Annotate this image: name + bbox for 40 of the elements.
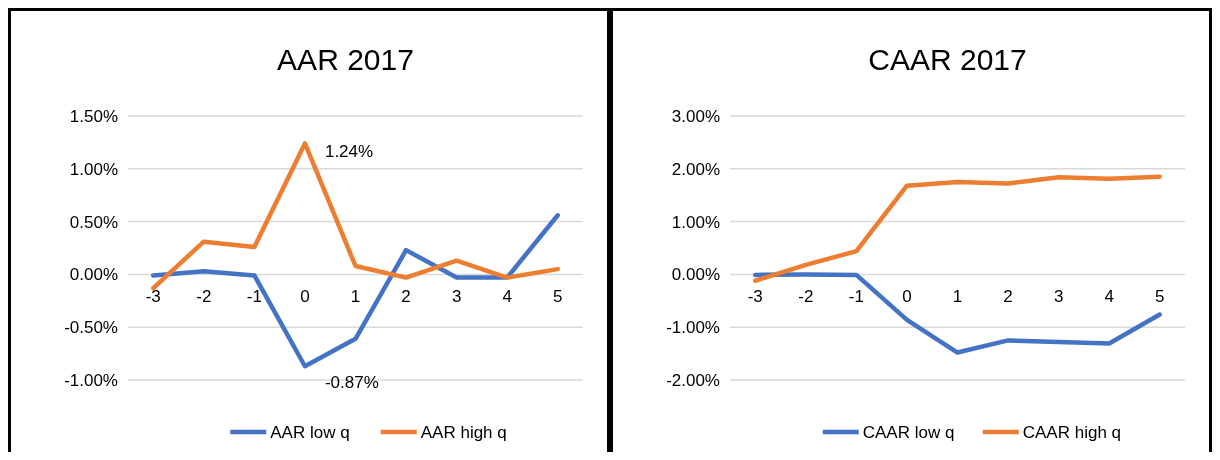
y-tick-label: -2.00% [666, 370, 720, 390]
legend-label: CAAR low q [862, 422, 955, 442]
legend-label: AAR low q [270, 422, 350, 442]
x-tick-label: 5 [1154, 287, 1165, 307]
y-tick-label: 3.00% [671, 106, 720, 126]
x-tick-label: 4 [1104, 287, 1114, 307]
x-tick-label: 5 [552, 287, 563, 307]
data-label: -0.87% [324, 373, 379, 393]
y-tick-label: 1.00% [671, 212, 720, 232]
y-tick-label: 1.50% [69, 106, 118, 126]
line-series [151, 141, 560, 291]
y-tick-label: -1.00% [666, 318, 720, 338]
y-tick-label: 0.00% [671, 265, 720, 285]
x-tick-label: -1 [246, 287, 262, 307]
x-tick-label: 0 [300, 287, 310, 307]
x-tick-label: 2 [1003, 287, 1013, 307]
chart-title: CAAR 2017 [868, 43, 1027, 76]
y-tick-label: -0.50% [64, 318, 118, 338]
legend-label: CAAR high q [1022, 422, 1122, 442]
x-tick-label: -3 [747, 287, 763, 307]
legend-label: AAR high q [420, 422, 507, 442]
y-tick-label: -1.00% [64, 370, 118, 390]
line-series [753, 174, 1162, 283]
x-tick-label: 0 [902, 287, 912, 307]
x-tick-label: -3 [145, 287, 161, 307]
y-tick-label: 2.00% [671, 159, 720, 179]
x-tick-label: -1 [848, 287, 864, 307]
chart-title: AAR 2017 [277, 43, 414, 76]
y-tick-label: 0.00% [69, 265, 118, 285]
x-tick-label: 4 [502, 287, 512, 307]
x-tick-label: 3 [1053, 287, 1064, 307]
y-tick-label: 0.50% [69, 212, 118, 232]
data-label: 1.24% [324, 142, 374, 162]
x-tick-label: 1 [952, 287, 963, 307]
x-tick-label: 3 [451, 287, 462, 307]
x-tick-label: -2 [798, 287, 814, 307]
x-tick-label: -2 [196, 287, 212, 307]
x-tick-label: 2 [401, 287, 411, 307]
y-tick-label: 1.00% [69, 159, 118, 179]
x-tick-label: 1 [350, 287, 361, 307]
